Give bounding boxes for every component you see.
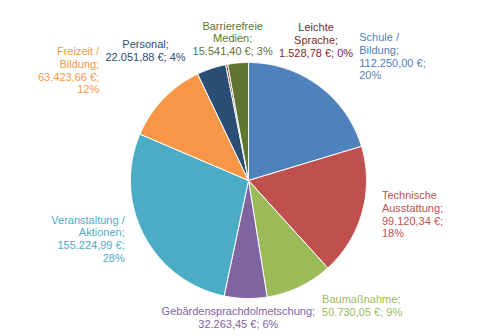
svg-text:Veranstaltung /Aktionen;155.22: Veranstaltung /Aktionen;155.224,99 €;28% — [51, 214, 125, 264]
svg-text:Schule /Bildung;112.250,00 €;2: Schule /Bildung;112.250,00 €;20% — [359, 31, 425, 81]
svg-text:Freizeit /Bildung;63.423,66 €;: Freizeit /Bildung;63.423,66 €;12% — [38, 45, 100, 95]
svg-text:LeichteSprache;1.528,78 €; 0%: LeichteSprache;1.528,78 €; 0% — [279, 21, 353, 58]
svg-text:BarrierefreieMedien;15.541,40: BarrierefreieMedien;15.541,40 €; 3% — [193, 20, 273, 57]
svg-text:Baumaßnahme;50.730,05 €; 9%: Baumaßnahme;50.730,05 €; 9% — [322, 293, 402, 318]
svg-text:Gebärdensprachdolmetschung;32.: Gebärdensprachdolmetschung;32.263,45 €; … — [162, 305, 315, 330]
svg-text:TechnischeAusstattung;99.120,3: TechnischeAusstattung;99.120,34 €;18% — [382, 189, 443, 239]
svg-text:Personal;22.051,88 €; 4%: Personal;22.051,88 €; 4% — [105, 38, 185, 63]
